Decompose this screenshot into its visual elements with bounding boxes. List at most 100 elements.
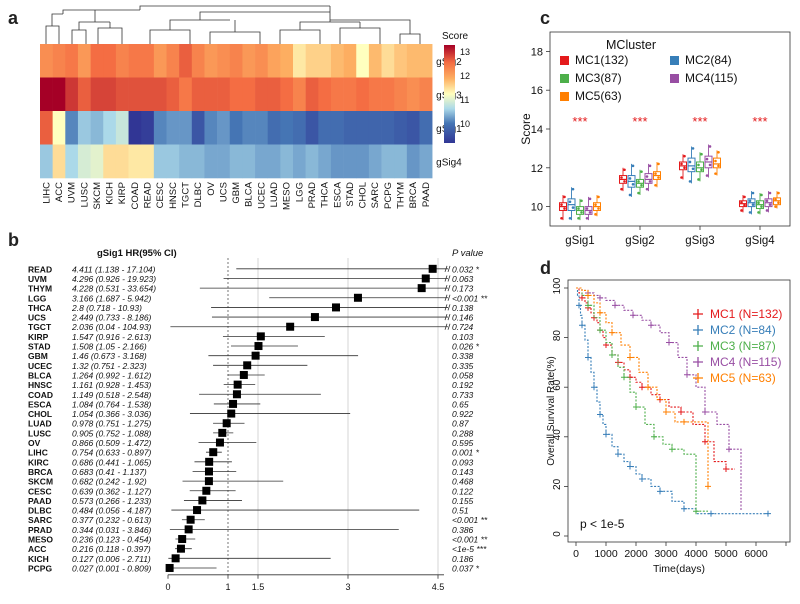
heatmap-cell <box>128 111 142 145</box>
forest-hr-marker <box>171 554 180 563</box>
forest-hr-marker <box>251 351 260 360</box>
forest-hr-marker <box>204 477 213 486</box>
heatmap-cell <box>77 77 91 112</box>
heatmap-cell <box>280 77 294 112</box>
heatmap-cell <box>356 44 370 78</box>
heatmap-cell <box>305 144 319 179</box>
boxplot-y-tick-label: 18 <box>531 46 543 58</box>
forest-hr-marker <box>205 457 214 466</box>
boxplot-point <box>708 145 712 148</box>
km-y-tick-label: 80 <box>552 330 563 342</box>
boxplot-point <box>657 176 660 179</box>
dendrogram-branch <box>62 9 140 14</box>
boxplot-x-tick-label: gSig3 <box>685 235 714 247</box>
forest-row-hr: 0.127 (0.006 - 2.711) <box>72 554 151 564</box>
heatmap-cell <box>305 77 319 112</box>
boxplot-point <box>657 162 660 166</box>
heatmap-cell <box>267 77 281 112</box>
forest-row-hr: 4.411 (1.138 - 17.104) <box>72 264 156 274</box>
heatmap-cell <box>90 144 104 179</box>
dendrogram-branch <box>339 27 381 44</box>
forest-ci-break <box>444 313 451 321</box>
forest-row-name: BLCA <box>28 370 52 380</box>
forest-plot-panel: gSig1 HR(95% CI) P value READ 4.411 (1.138 … <box>28 248 488 592</box>
heatmap-column-label: ACC <box>54 182 65 202</box>
heatmap-column-label: COAD <box>130 182 141 210</box>
heatmap-column-label: TGCT <box>180 182 191 208</box>
km-survival-curve <box>576 287 709 487</box>
boxplot-point <box>717 164 720 168</box>
forest-row-hr: 1.084 (0.764 - 1.538) <box>72 399 152 409</box>
heatmap-column-label: UCEC <box>256 182 267 209</box>
heatmap-column-label: LIHC <box>41 182 52 204</box>
boxplot-significance-label: *** <box>752 114 767 129</box>
heatmap-panel: gSig2gSig3gSig1gSig4LIHCACCUVMLUSCSKCMKI… <box>40 5 470 210</box>
forest-row-p: <0.001 ** <box>452 293 488 303</box>
km-legend-label: MC5 (N=63) <box>710 371 776 385</box>
km-censor-mark <box>639 475 645 482</box>
heatmap-cell <box>293 111 306 145</box>
km-censor-mark <box>705 483 711 490</box>
heatmap-column-label: OV <box>206 181 217 195</box>
boxplot-point <box>751 191 755 195</box>
heatmap-cell <box>77 44 91 78</box>
heatmap-column-label: DLBC <box>193 182 204 207</box>
forest-row-name: GBM <box>28 351 48 361</box>
forest-hr-marker <box>353 293 362 302</box>
boxplot-point <box>691 147 695 150</box>
boxplot-y-tick-label: 14 <box>531 124 543 136</box>
dendrogram-branch <box>139 5 330 10</box>
boxplot-point <box>577 216 580 220</box>
heatmap-cell <box>406 111 420 145</box>
forest-row-name: LGG <box>28 293 47 303</box>
forest-row-hr: 4.228 (0.531 - 33.654) <box>72 284 156 294</box>
dendrogram-branch <box>149 29 191 44</box>
forest-row-p: 0.103 <box>452 332 474 342</box>
heatmap-cell <box>394 111 408 145</box>
boxplot-legend-swatch <box>560 56 569 65</box>
forest-row-name: KIRP <box>28 332 49 342</box>
km-censor-mark <box>615 451 621 458</box>
km-legend-label: MC4 (N=115) <box>710 355 781 369</box>
heatmap-cell <box>52 144 66 179</box>
heatmap-cell <box>90 77 104 112</box>
km-legend-label: MC1 (N=132) <box>710 307 782 321</box>
dendrogram-branch <box>199 11 330 20</box>
heatmap-cell <box>191 44 205 78</box>
boxplot-point <box>560 203 563 206</box>
heatmap-cell <box>255 77 268 112</box>
heatmap-column-label: HNSC <box>168 182 179 209</box>
heatmap-cell <box>356 144 370 179</box>
heatmap-column-label: ESCA <box>332 181 343 208</box>
forest-x-tick-label: 0 <box>165 582 170 592</box>
heatmap-cell <box>293 77 306 112</box>
heatmap-cell <box>229 144 243 179</box>
heatmap-column-label: MESO <box>282 182 293 210</box>
heatmap-cell <box>65 144 79 179</box>
boxplot-point <box>597 195 600 199</box>
heatmap-cell <box>217 111 231 145</box>
boxplot-point <box>691 167 695 171</box>
forest-row-name: THCA <box>28 303 52 313</box>
panel-letter-c: c <box>540 8 551 28</box>
heatmap-cell <box>381 111 395 145</box>
boxplot-point <box>594 213 597 216</box>
heatmap-legend-tick: 13 <box>460 47 470 57</box>
forest-row-p: 0.001 * <box>452 448 480 458</box>
forest-hr-marker <box>202 486 211 495</box>
panel-letter-b: b <box>8 230 19 250</box>
forest-row-p: 0.192 <box>452 380 474 390</box>
dendrogram-branch <box>97 27 123 44</box>
forest-row-hr: 0.344 (0.031 - 3.846) <box>72 525 152 535</box>
boxplot-point <box>588 211 592 214</box>
heatmap-cell <box>330 111 344 145</box>
boxplot-point <box>714 172 717 175</box>
forest-row-name: DLBC <box>28 506 52 516</box>
km-censor-mark <box>681 505 687 512</box>
dendrogram-branch <box>279 29 321 44</box>
forest-ci-break <box>444 294 451 301</box>
heatmap-cell <box>318 77 332 112</box>
boxplot-point <box>645 187 649 191</box>
km-survival-curve <box>576 287 768 515</box>
heatmap-cell <box>267 144 281 179</box>
